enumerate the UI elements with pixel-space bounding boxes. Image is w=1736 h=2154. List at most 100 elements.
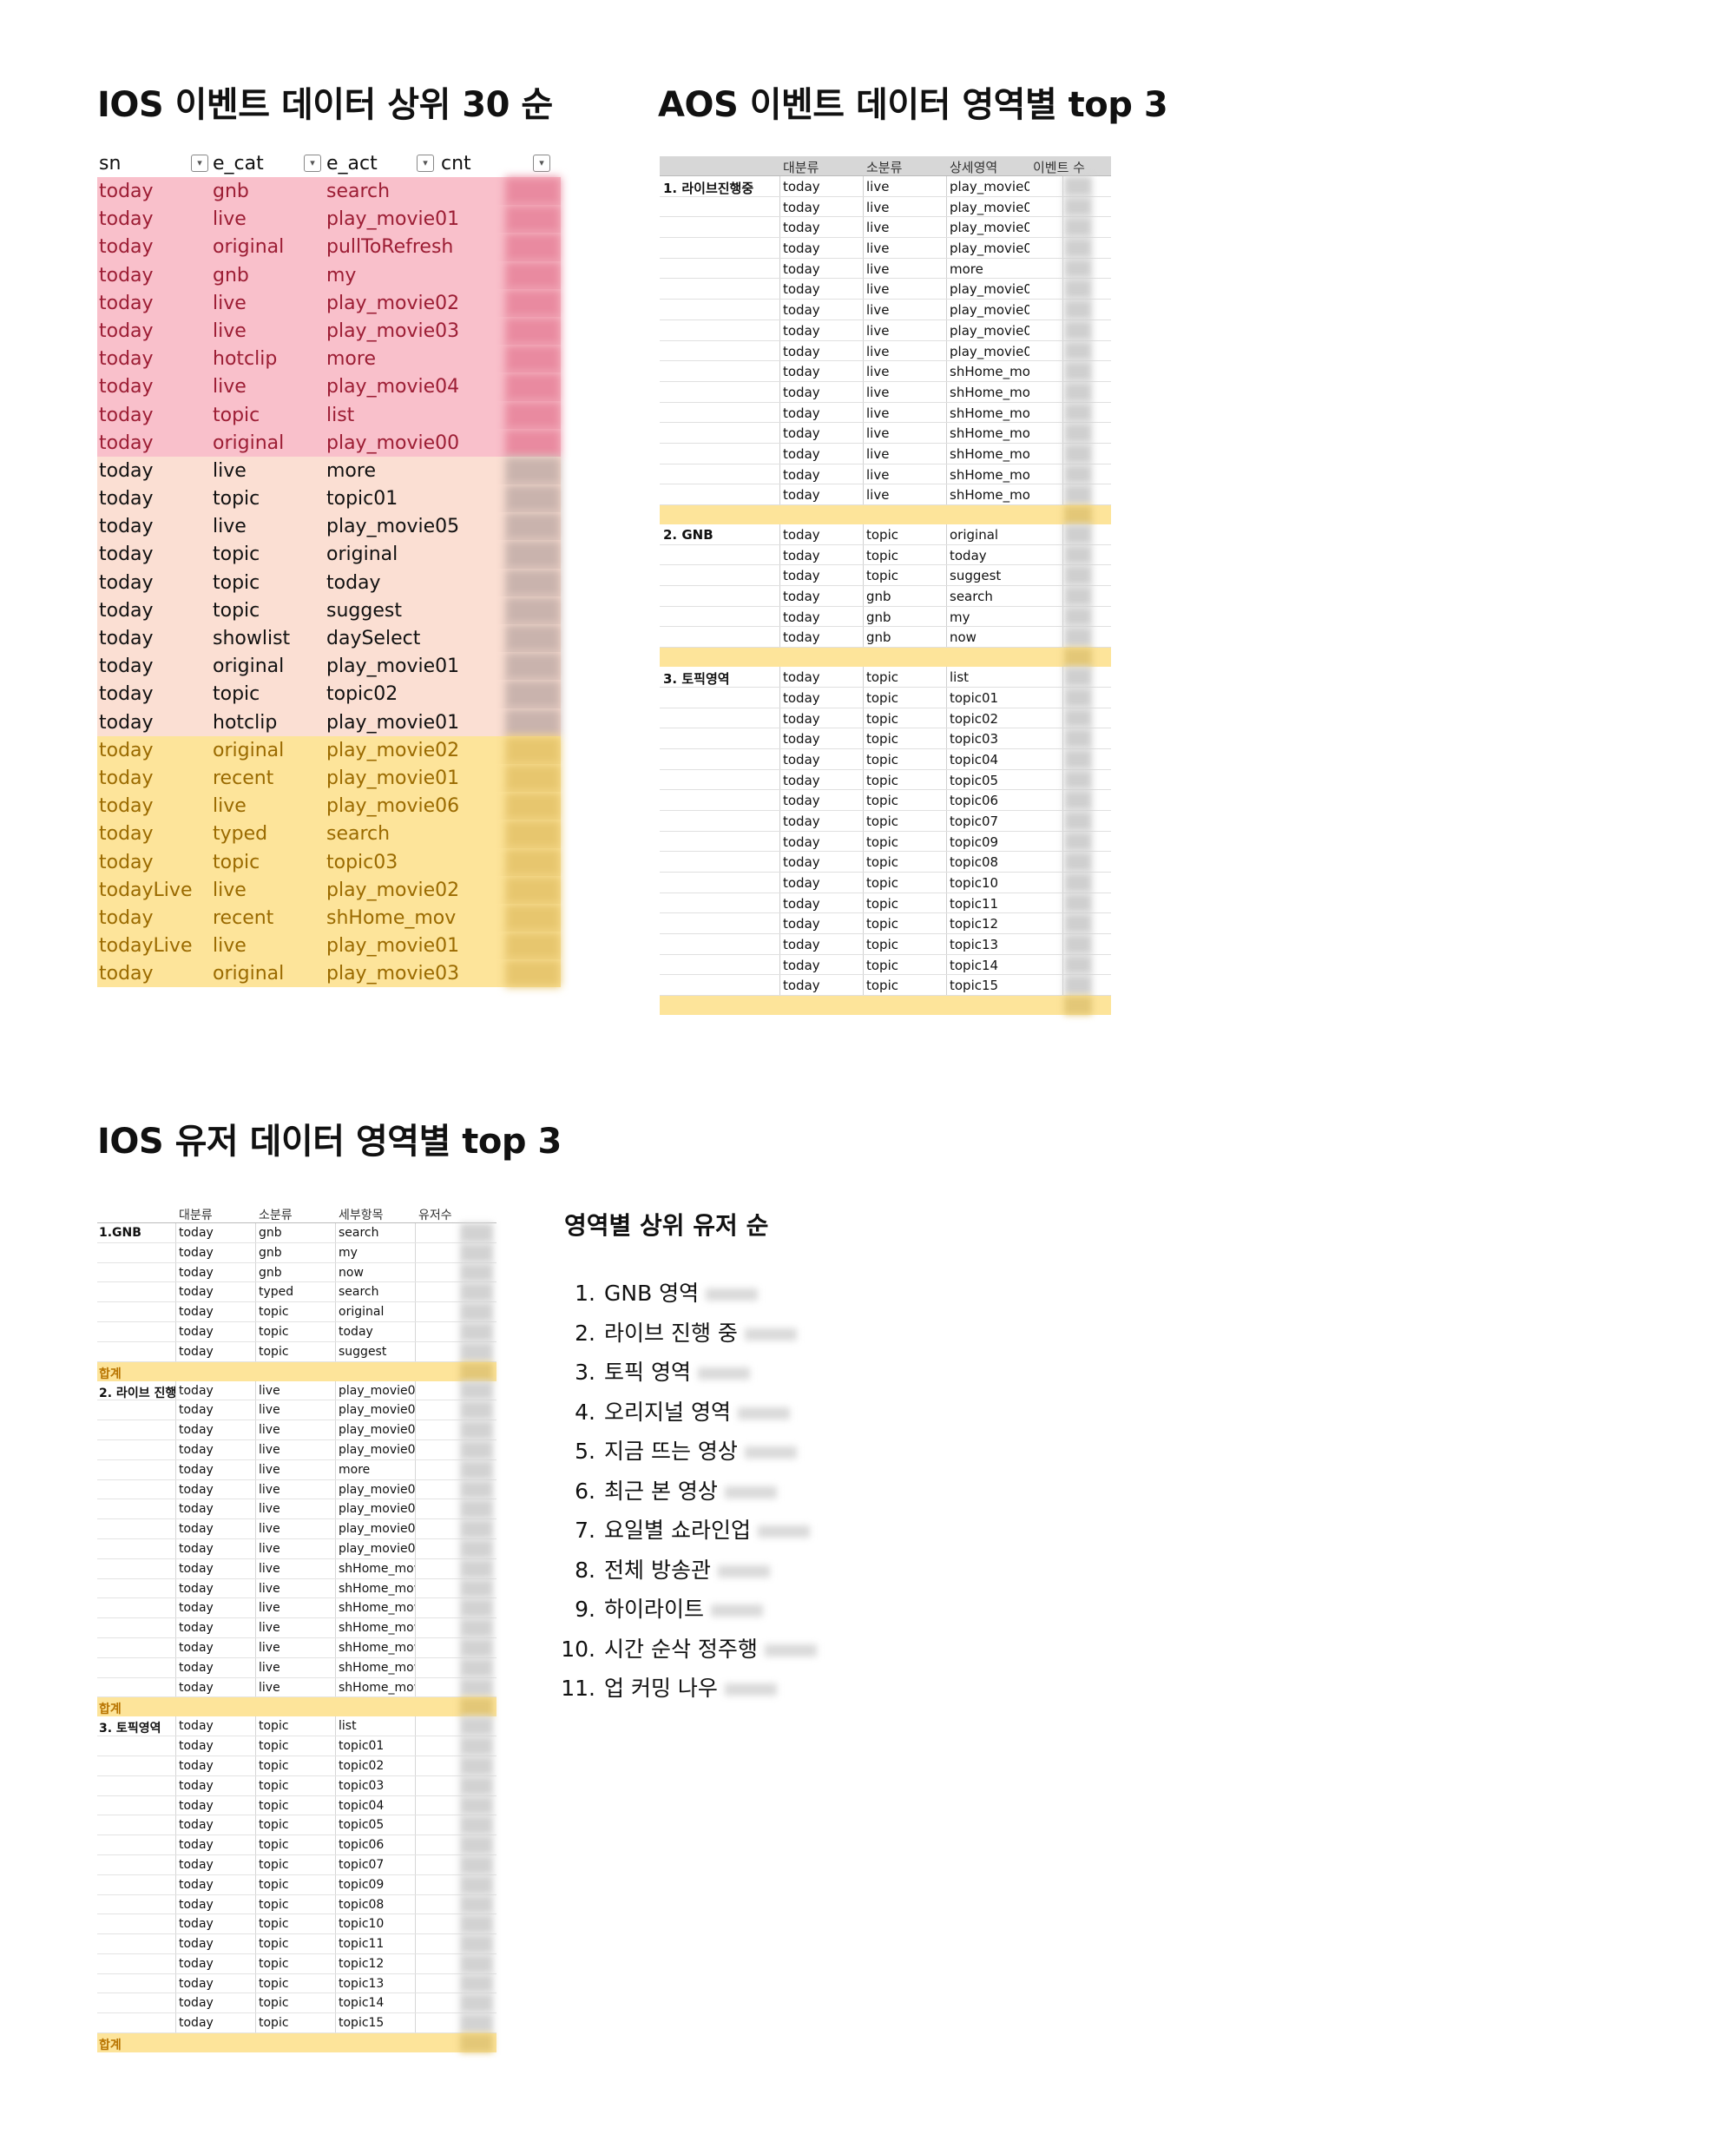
grid-line xyxy=(415,1618,416,1637)
filter-icon[interactable]: ▾ xyxy=(191,155,208,172)
filter-icon[interactable]: ▾ xyxy=(417,155,434,172)
cell-minor: topic xyxy=(259,1917,289,1932)
filter-icon[interactable]: ▾ xyxy=(533,155,550,172)
aos-event-title: AOS 이벤트 데이터 영역별 top 3 xyxy=(658,85,1168,125)
table-row: today live shHome_mov xyxy=(97,1677,496,1698)
cell-users-redacted xyxy=(460,1578,493,1598)
grid-line xyxy=(175,1282,176,1302)
cell-detail: topic09 xyxy=(339,1877,385,1892)
grid-line xyxy=(415,1953,416,1973)
grid-line xyxy=(1062,708,1063,728)
table-row: today live play_movie04 xyxy=(97,1439,496,1460)
grid-line xyxy=(415,1657,416,1677)
cell-major: today xyxy=(179,1226,214,1240)
grid-line xyxy=(175,2013,176,2033)
table-row: today topic suggest xyxy=(97,596,561,624)
cell-detail: topic09 xyxy=(950,833,999,850)
grid-line xyxy=(863,176,864,196)
cell-e-act: play_movie01 xyxy=(326,767,460,789)
redacted-value xyxy=(711,1604,764,1617)
grid-line xyxy=(1062,873,1063,893)
cell-minor: topic xyxy=(259,1818,289,1833)
table-row: today gnb my xyxy=(97,1242,496,1263)
grid-line xyxy=(863,954,864,975)
table-row: today live play_movie0 xyxy=(660,196,1111,218)
cell-major: today xyxy=(783,343,820,359)
table-row: today topic topic01 xyxy=(97,484,561,513)
grid-line xyxy=(946,748,947,769)
aos-event-table: 대분류 소분류 상세영역 이벤트 수 1. 라이브진행중 today live pla… xyxy=(660,156,1111,1016)
filter-icon[interactable]: ▾ xyxy=(304,155,321,172)
cell-sn: today xyxy=(99,376,154,399)
table-row: 3. 토픽영역 today topic list xyxy=(660,667,1111,688)
cell-e-cat: live xyxy=(213,376,247,399)
grid-line xyxy=(255,1815,256,1835)
table-row: today live shHome_mo xyxy=(660,423,1111,444)
cell-cnt-redacted xyxy=(505,512,561,541)
cell-minor: topic xyxy=(259,1857,289,1872)
table-row: today topic topic10 xyxy=(660,873,1111,893)
grid-line xyxy=(415,1973,416,1993)
cell-minor: live xyxy=(259,1640,280,1655)
cell-count-redacted xyxy=(1064,893,1092,913)
grid-line xyxy=(335,1400,336,1420)
cell-major: today xyxy=(783,487,820,504)
grid-line xyxy=(779,790,780,810)
grid-line xyxy=(335,1341,336,1361)
cell-major: today xyxy=(179,1581,214,1596)
cell-e-act: play_movie01 xyxy=(326,711,460,734)
cell-minor: topic xyxy=(259,1996,289,2011)
grid-line xyxy=(255,1795,256,1815)
grid-line xyxy=(863,975,864,996)
table-row: today live play_movie0 xyxy=(660,300,1111,320)
cell-e-cat: recent xyxy=(213,906,274,929)
grid-line xyxy=(175,1835,176,1854)
cell-sn: today xyxy=(99,292,154,314)
grid-line xyxy=(335,1795,336,1815)
cell-count-redacted xyxy=(1064,319,1092,340)
table-row: today topic topic04 xyxy=(97,1795,496,1816)
grid-line xyxy=(335,1657,336,1677)
table-row: today live play_movie0 xyxy=(660,279,1111,300)
cell-e-act: topic02 xyxy=(326,683,398,706)
grid-line xyxy=(335,1598,336,1618)
cell-major: today xyxy=(179,1917,214,1932)
table-row: today original play_movie00 xyxy=(97,428,561,457)
grid-line xyxy=(255,1775,256,1795)
rank-number: 4. xyxy=(575,1399,595,1425)
grid-line xyxy=(779,361,780,381)
cell-detail: play_movie01 xyxy=(339,1383,415,1398)
grid-line xyxy=(175,1242,176,1262)
table-row: today live more xyxy=(660,258,1111,280)
cell-sn: today xyxy=(99,516,154,538)
cell-e-act: play_movie05 xyxy=(326,516,460,538)
sum-label: 합계 xyxy=(99,2039,122,2053)
cell-count-redacted xyxy=(1064,606,1092,627)
cell-cnt-redacted xyxy=(505,456,561,485)
group-label: 3. 토픽영역 xyxy=(99,1722,161,1736)
grid-line xyxy=(255,1854,256,1874)
table-row: today topic original xyxy=(97,1302,496,1322)
grid-line xyxy=(1062,443,1063,464)
cell-detail: search xyxy=(339,1285,379,1300)
grid-line xyxy=(255,1618,256,1637)
cell-detail: play_movie08 xyxy=(339,1541,415,1556)
grid-line xyxy=(175,1934,176,1953)
cell-minor: topic xyxy=(866,527,898,543)
cell-minor: live xyxy=(259,1423,280,1438)
grid-line xyxy=(255,1499,256,1519)
table-row: today live play_movie03 xyxy=(97,1420,496,1440)
grid-line xyxy=(255,1657,256,1677)
cell-minor: topic xyxy=(866,547,898,563)
rank-label: 라이브 진행 중 xyxy=(604,1320,738,1346)
table-row: today topic topic05 xyxy=(660,769,1111,791)
grid-line xyxy=(779,381,780,402)
cell-minor: live xyxy=(866,487,890,504)
table-row: today live more xyxy=(97,1459,496,1480)
group-label: 1.GNB xyxy=(99,1226,141,1240)
grid-line xyxy=(863,544,864,565)
cell-users-redacted xyxy=(460,1677,493,1697)
cell-sn: today xyxy=(99,795,154,818)
grid-line xyxy=(779,954,780,975)
grid-line xyxy=(255,1420,256,1439)
